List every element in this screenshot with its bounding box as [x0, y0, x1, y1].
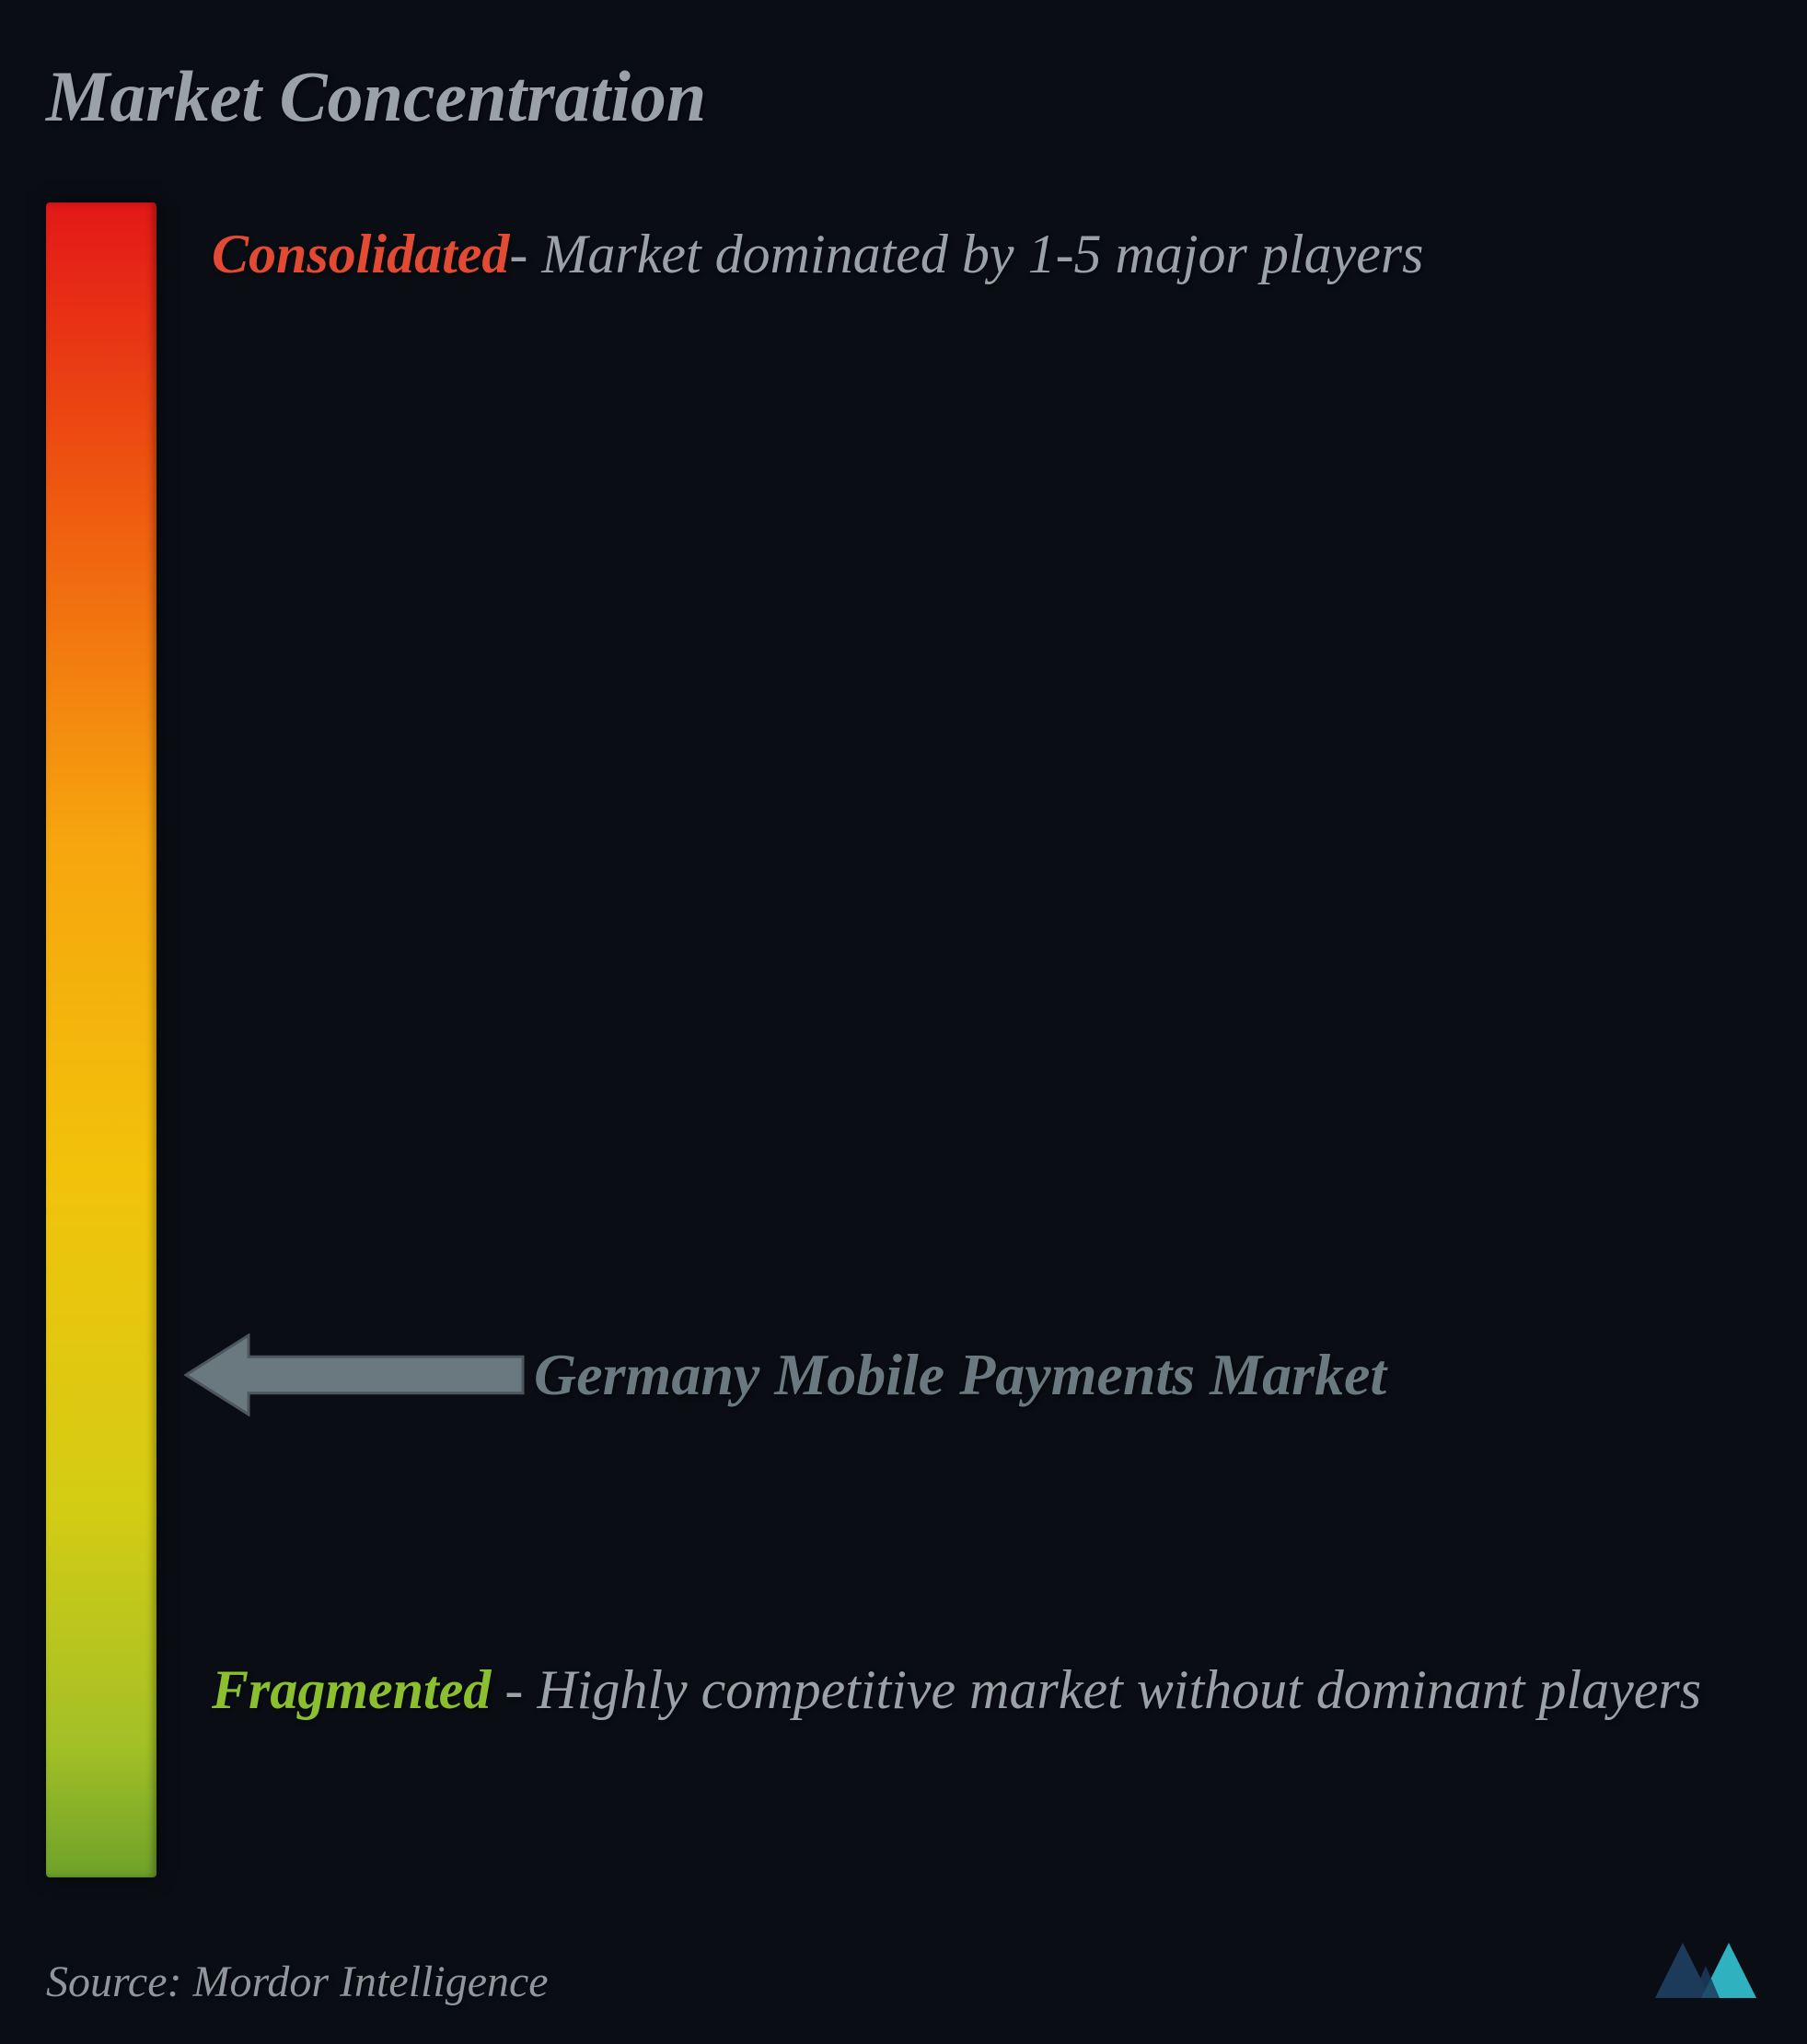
- fragmented-term: Fragmented: [212, 1659, 491, 1720]
- footer: Source: Mordor Intelligence: [46, 1924, 1761, 2007]
- source-name: Mordor Intelligence: [193, 1957, 549, 2006]
- infographic-container: Market Concentration Consolidated- Marke…: [0, 0, 1807, 2044]
- market-name: Germany Mobile Payments Market: [534, 1334, 1386, 1416]
- fragmented-label-block: Fragmented - Highly competitive market w…: [212, 1647, 1724, 1733]
- fragmented-desc: - Highly competitive market without domi…: [491, 1659, 1701, 1720]
- arrow-left-icon: [184, 1334, 525, 1416]
- consolidated-label-block: Consolidated- Market dominated by 1-5 ma…: [212, 212, 1724, 297]
- page-title: Market Concentration: [46, 55, 1761, 138]
- concentration-gradient-bar: [46, 202, 156, 1877]
- source-attribution: Source: Mordor Intelligence: [46, 1957, 549, 2007]
- market-pointer: Germany Mobile Payments Market: [184, 1334, 1386, 1416]
- consolidated-term: Consolidated: [212, 224, 509, 284]
- source-prefix: Source:: [46, 1957, 193, 2006]
- consolidated-desc: - Market dominated by 1-5 major players: [509, 224, 1423, 284]
- content-area: Consolidated- Market dominated by 1-5 ma…: [46, 202, 1761, 1877]
- mordor-logo-icon: [1651, 1924, 1761, 2007]
